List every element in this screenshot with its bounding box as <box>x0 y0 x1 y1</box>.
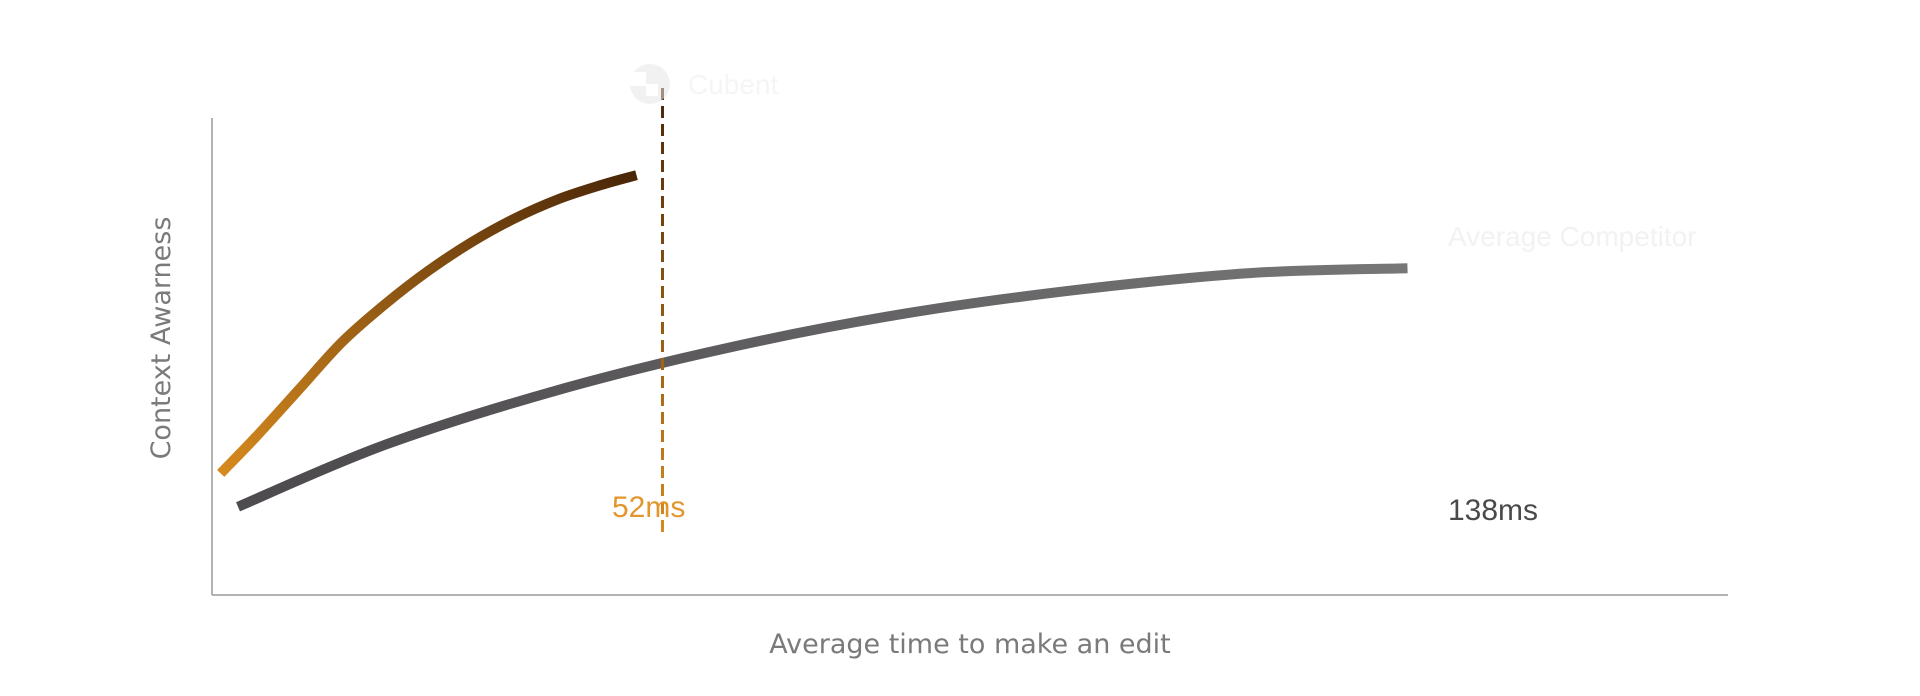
cubent-legend: Cubent <box>630 64 779 104</box>
series-line-cubent <box>217 170 638 477</box>
y-axis-label: Context Awarness <box>146 217 177 460</box>
x-axis-label: Average time to make an edit <box>769 629 1171 660</box>
competitor-end-label: 138ms <box>1448 494 1538 527</box>
cubent-legend-label: Cubent <box>688 69 779 100</box>
series-layer <box>217 87 1408 535</box>
cubent-logo-icon <box>630 64 670 104</box>
cubent-marker-label: 52ms <box>612 491 685 524</box>
axes <box>211 118 1728 596</box>
competitor-legend-label: Average Competitor <box>1448 221 1697 252</box>
series-line-average-competitor <box>236 263 1408 512</box>
